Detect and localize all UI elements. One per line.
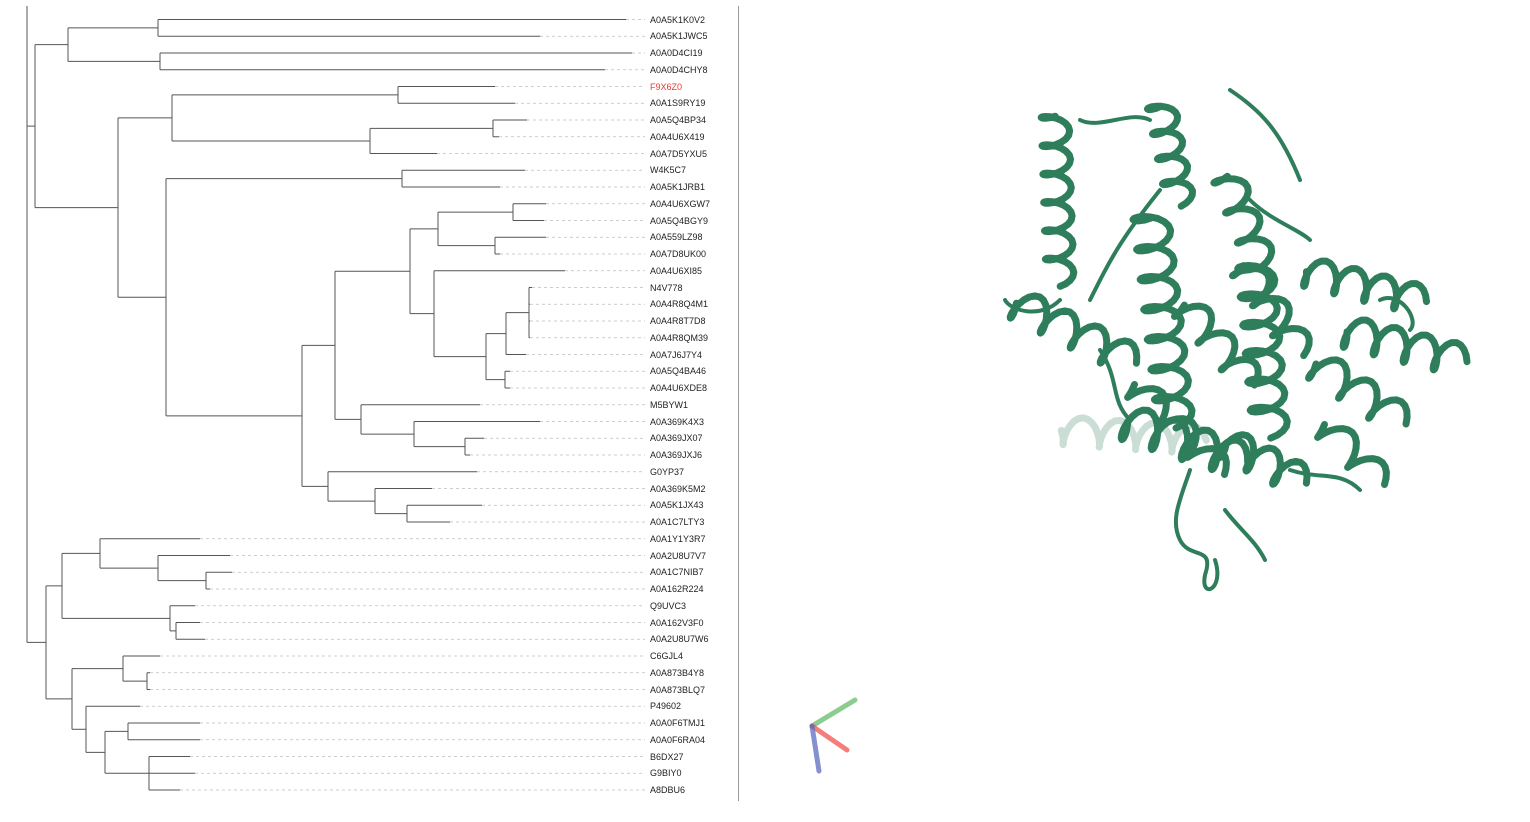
tree-leaf-label[interactable]: G9BIY0	[650, 768, 682, 779]
tree-leaf-label[interactable]: C6GJL4	[650, 651, 684, 661]
protein-helix	[1124, 381, 1230, 478]
tree-leaf-label[interactable]: A0A369K5M2	[650, 483, 706, 494]
protein-loop	[1078, 115, 1152, 125]
x-axis-indicator	[809, 723, 850, 753]
tree-leaf-label[interactable]: A8DBU6	[650, 785, 686, 795]
tree-leaf-label[interactable]: A0A5K1JX43	[650, 500, 704, 511]
protein-loop	[1173, 468, 1220, 592]
tree-leaf-label[interactable]: A0A5Q4BP34	[650, 115, 707, 125]
protein-loop	[1003, 298, 1062, 314]
tree-leaf-label[interactable]: A0A4U6XGW7	[650, 198, 711, 209]
protein-helix	[1300, 257, 1430, 313]
tree-leaf-label[interactable]: A0A7D5YXU5	[650, 148, 708, 159]
tree-leaf-label[interactable]: W4K5C7	[650, 165, 687, 176]
tree-leaf-label[interactable]: A0A162R224	[650, 584, 704, 594]
panel-divider[interactable]	[738, 6, 739, 801]
protein-helix	[1171, 301, 1262, 389]
protein-helix	[1057, 414, 1210, 456]
protein-helix	[1314, 421, 1390, 488]
tree-leaf-label[interactable]: A0A0F6RA04	[650, 734, 706, 745]
tree-leaf-label[interactable]: G0YP37	[650, 466, 685, 477]
tree-leaf-label[interactable]: A0A0D4CHY8	[650, 64, 708, 75]
protein-helix	[1229, 262, 1313, 360]
tree-leaf-label[interactable]: P49602	[650, 701, 682, 712]
tree-leaf-label[interactable]: A0A5Q4BA46	[650, 366, 707, 377]
tree-leaf-label[interactable]: A0A5K1JWC5	[650, 31, 708, 42]
tree-leaf-label[interactable]: M5BYW1	[650, 399, 689, 410]
tree-leaf-label[interactable]: A0A162V3F0	[650, 617, 704, 628]
tree-leaf-label[interactable]: A0A1C7LTY3	[650, 517, 705, 527]
tree-leaf-label[interactable]: A0A4R8T7D8	[650, 316, 706, 326]
protein-helix	[1339, 316, 1471, 374]
protein-loop	[1088, 188, 1162, 302]
tree-leaf-label[interactable]: A0A0F6TMJ1	[650, 718, 706, 728]
tree-leaf-label[interactable]: A0A4U6X419	[650, 131, 705, 142]
protein-helix	[1305, 356, 1411, 428]
tree-branches	[26, 6, 645, 791]
tree-leaf-label[interactable]: A0A5K1K0V2	[650, 14, 706, 25]
z-axis-indicator	[809, 723, 822, 774]
protein-helix	[1129, 213, 1196, 432]
protein-cartoon	[1003, 88, 1471, 592]
tree-leaf-label[interactable]: A0A369JXJ6	[650, 450, 703, 460]
tree-leaf-label[interactable]: A0A4U6XDE8	[650, 383, 708, 393]
tree-leaf-label[interactable]: A0A5K1JRB1	[650, 182, 706, 192]
structure-viewer[interactable]	[740, 0, 1530, 822]
tree-leaf-label[interactable]: A0A7J6J7Y4	[650, 349, 703, 360]
tree-leaf-label[interactable]: A0A4R8Q4M1	[650, 299, 709, 310]
protein-loop	[1248, 198, 1312, 242]
tree-leaf-label[interactable]: A0A7D8UK00	[650, 249, 707, 259]
tree-leaf-label[interactable]: A0A2U8U7V7	[650, 550, 707, 561]
protein-loop	[1223, 508, 1267, 562]
tree-leaf-label[interactable]: A0A1Y1Y3R7	[650, 533, 706, 544]
tree-leaf-label[interactable]: A0A873B4Y8	[650, 667, 705, 678]
tree-leaf-label[interactable]: A0A1S9RY19	[650, 98, 706, 109]
phylogenetic-tree-panel: A0A5K1K0V2 A0A5K1JWC5 A0A0D4CI19 A0A0D4CHY8…	[0, 0, 740, 822]
tree-leaf-label[interactable]: A0A4R8QM39	[650, 332, 709, 343]
tree-leaf-label[interactable]: F9X6Z0	[650, 81, 683, 92]
tree-leaf-label[interactable]: Q9UVC3	[650, 600, 687, 611]
protein-structure-canvas[interactable]	[740, 0, 1530, 822]
tree-leaf-label[interactable]: A0A369JX07	[650, 433, 703, 444]
y-axis-indicator	[809, 697, 858, 729]
tree-leaf-label[interactable]: A0A5Q4BGY9	[650, 215, 709, 226]
tree-leaf-label[interactable]: A0A873BLQ7	[650, 684, 706, 695]
protein-helix	[1006, 292, 1141, 367]
orientation-axes	[809, 697, 858, 774]
tree-leaf-label[interactable]: A0A2U8U7W6	[650, 634, 709, 645]
tree-leaf-label[interactable]: A0A0D4CI19	[650, 48, 703, 58]
protein-helix	[1210, 172, 1276, 270]
tree-leaf-label[interactable]: A0A4U6XI85	[650, 265, 703, 276]
protein-helix	[1215, 431, 1311, 488]
protein-helix	[1037, 112, 1078, 290]
tree-leaf-label[interactable]: A0A369K4X3	[650, 416, 705, 427]
protein-loop	[1378, 296, 1415, 332]
protein-loop	[1288, 468, 1362, 492]
tree-leaf-label[interactable]: N4V778	[650, 282, 683, 293]
tree-leaf-label[interactable]: A0A559LZ98	[650, 232, 703, 243]
protein-loop	[1228, 88, 1302, 182]
protein-helix	[1234, 262, 1291, 442]
protein-helix	[1117, 406, 1252, 474]
protein-helix	[1144, 102, 1196, 210]
tree-leaf-label[interactable]: A0A1C7NIB7	[650, 567, 704, 578]
tree-leaf-label[interactable]: B6DX27	[650, 751, 684, 762]
